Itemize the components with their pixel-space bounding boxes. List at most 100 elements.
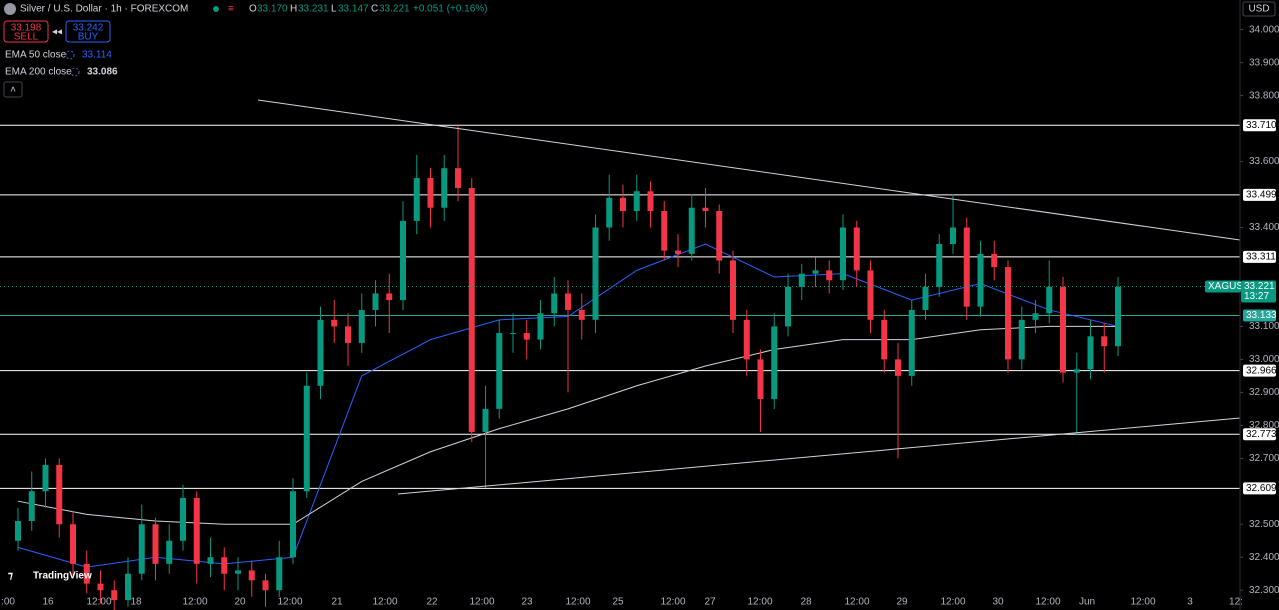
- candle-body: [510, 333, 516, 335]
- candle-body: [1073, 369, 1080, 373]
- candle-body: [180, 497, 186, 541]
- symbol-label: XAGUSD: [1208, 281, 1250, 292]
- ema-line: [17, 325, 1118, 525]
- candle-body: [908, 309, 915, 376]
- y-tick-label: 32.800: [1249, 420, 1279, 431]
- level-label-box: [1243, 188, 1276, 201]
- plot-area: [0, 124, 1240, 610]
- candle-body: [840, 227, 846, 281]
- candle-body: [853, 227, 860, 271]
- candle-body: [867, 270, 874, 320]
- x-tick-label: 27: [704, 597, 716, 608]
- candle-body: [1101, 336, 1108, 347]
- x-tick-label: 30: [992, 597, 1004, 608]
- ohlc-change: +0.051 (+0.16%): [413, 4, 488, 15]
- brand-logo: ⁊: [8, 571, 13, 582]
- candle-body: [812, 270, 819, 274]
- y-tick-label: 33.800: [1249, 90, 1279, 101]
- candle-body: [551, 293, 558, 314]
- candle-body: [922, 286, 929, 310]
- ohlc-o: 33.170: [257, 4, 288, 15]
- x-tick-label: 12:00: [660, 597, 685, 608]
- candle-body: [441, 168, 448, 208]
- candle-body: [950, 227, 956, 244]
- candle-body: [262, 580, 269, 591]
- y-tick-label: 32.400: [1249, 552, 1279, 563]
- candle-body: [716, 211, 723, 261]
- status-dot: [213, 6, 219, 12]
- candle-body: [166, 540, 173, 564]
- y-tick-label: 32.900: [1249, 387, 1279, 398]
- candle-body: [276, 557, 283, 591]
- brand: TradingView: [33, 571, 92, 582]
- candle-body: [427, 178, 434, 208]
- level-label-box: [1243, 482, 1276, 495]
- ohlc-c-label: C: [371, 4, 378, 15]
- x-tick-label: 20: [234, 597, 246, 608]
- currency-button[interactable]: [1242, 1, 1276, 17]
- level-label: 32.966: [1246, 365, 1277, 376]
- header: Silver / U.S. Dollar · 1h · FOREXCOM ≡ O…: [3, 1, 1276, 582]
- indicator-icon[interactable]: [65, 50, 75, 60]
- spread-icon: ◂◂: [52, 27, 62, 38]
- candle-body: [413, 178, 420, 221]
- candle-body: [798, 273, 805, 287]
- y-tick-label: 33.000: [1249, 354, 1279, 365]
- candle-body: [221, 557, 228, 574]
- candle-body: [620, 197, 626, 212]
- level-label: 33.311: [1246, 252, 1276, 263]
- y-tick-label: 33.100: [1249, 321, 1279, 332]
- ohlc-h-label: H: [290, 4, 297, 15]
- sell-price: 33.198: [11, 23, 42, 34]
- y-tick-label: 32.300: [1249, 585, 1279, 596]
- price-axis: 34.000 33.900 33.800 33.600 33.400 33.100 33.0…: [1205, 0, 1279, 610]
- y-tick-label: 32.700: [1249, 453, 1279, 464]
- y-tick-label: 33.900: [1249, 57, 1279, 68]
- x-tick-label: Jun: [1079, 597, 1095, 608]
- candle-body: [496, 333, 503, 409]
- candle-body: [578, 309, 585, 320]
- collapse-button[interactable]: [3, 81, 23, 98]
- level-label: 32.609: [1246, 483, 1277, 494]
- status-icon: ≡: [228, 4, 234, 15]
- candle-body: [358, 309, 365, 343]
- candle-body: [83, 563, 90, 584]
- candle-body: [771, 326, 778, 399]
- x-tick-label: 3: [1187, 597, 1193, 608]
- candle-body: [963, 227, 970, 307]
- buy-button[interactable]: [65, 20, 111, 43]
- x-tick-label: 23: [521, 597, 533, 608]
- candle-body: [730, 260, 736, 320]
- indicator-icon[interactable]: [70, 67, 80, 77]
- indicator-name: EMA 50 close: [5, 50, 67, 61]
- candle-body: [633, 191, 640, 212]
- level-label: 33.133: [1246, 310, 1277, 321]
- x-tick-label: 21: [331, 597, 343, 608]
- sell-button[interactable]: [3, 20, 49, 43]
- candle-body: [647, 191, 654, 212]
- candle-body: [56, 464, 63, 525]
- y-tick-label: 32.500: [1249, 519, 1279, 530]
- countdown: 13:27: [1244, 291, 1269, 302]
- last-price-box: [1241, 280, 1276, 303]
- last-price: 33.221: [1244, 281, 1275, 292]
- x-tick-label: 12:00: [469, 597, 494, 608]
- symbol-icon: [4, 3, 16, 15]
- level-label-box: [1243, 428, 1276, 441]
- level-label-box: [1243, 364, 1276, 377]
- level-label: 33.710: [1246, 120, 1277, 131]
- x-tick-label: 12:00: [182, 597, 207, 608]
- x-tick-label: 16: [42, 597, 54, 608]
- candle-body: [1115, 286, 1121, 347]
- level-label: 33.499: [1246, 190, 1277, 201]
- x-tick-label: 12:00: [565, 597, 590, 608]
- candle-body: [977, 253, 984, 307]
- x-tick-label: 12:00: [747, 597, 772, 608]
- candle-body: [42, 464, 49, 492]
- x-tick-label: 25: [612, 597, 624, 608]
- candle-body: [675, 250, 681, 254]
- candle-body: [523, 333, 530, 340]
- candle-body: [248, 570, 255, 581]
- x-tick-label: 12:00: [844, 597, 869, 608]
